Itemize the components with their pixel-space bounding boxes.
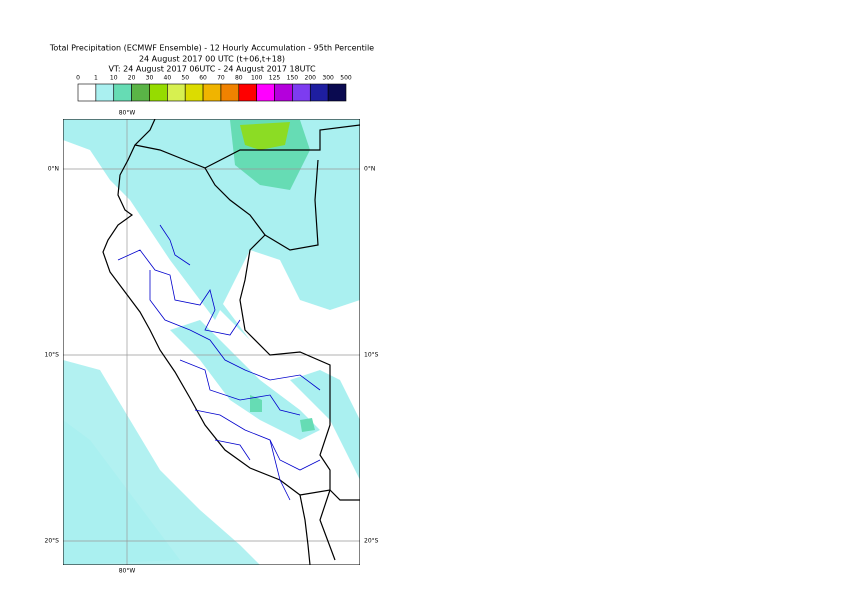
lat-label: 20°S xyxy=(45,538,60,545)
legend-swatch xyxy=(113,83,132,102)
lat-label: 10°S xyxy=(45,352,60,359)
legend-label: 20 xyxy=(128,75,136,82)
map-tick-labels: 0°N 0°N 10°S 10°S 20°S 20°S 80°W 80°W xyxy=(45,110,379,575)
legend-label: 60 xyxy=(199,75,207,82)
legend-swatch xyxy=(77,83,97,102)
map-area xyxy=(63,119,360,565)
legend-label: 30 xyxy=(146,75,154,82)
title-line: VT: 24 August 2017 06UTC - 24 August 201… xyxy=(108,65,316,74)
title-line: 24 August 2017 00 UTC (t+06,t+18) xyxy=(139,55,285,64)
legend-swatch xyxy=(131,83,150,102)
legend-swatch xyxy=(327,83,347,102)
legend-label: 70 xyxy=(217,75,225,82)
lat-label: 10°S xyxy=(364,352,379,359)
legend-label: 50 xyxy=(181,75,189,82)
legend-swatch xyxy=(220,83,240,102)
legend-label: 125 xyxy=(269,75,281,82)
legend-swatch xyxy=(167,83,186,102)
lon-label: 80°W xyxy=(119,568,136,575)
legend-swatch xyxy=(256,83,275,102)
legend-label: 0 xyxy=(76,75,80,82)
legend-swatch xyxy=(309,83,329,102)
legend-label: 200 xyxy=(305,75,317,82)
lat-label: 0°N xyxy=(48,166,59,173)
legend-swatch xyxy=(95,83,115,102)
legend-swatch xyxy=(292,83,311,102)
title-line: Total Precipitation (ECMWF Ensemble) - 1… xyxy=(49,44,374,53)
legend-label: 80 xyxy=(235,75,243,82)
legend-label: 150 xyxy=(287,75,299,82)
legend-swatch xyxy=(149,83,168,102)
lat-label: 20°S xyxy=(364,538,379,545)
legend-label: 500 xyxy=(340,75,352,82)
legend-swatch xyxy=(238,83,257,102)
legend-swatch xyxy=(274,83,293,102)
legend-label: 10 xyxy=(110,75,118,82)
lon-label: 80°W xyxy=(119,110,136,117)
legend: 0 1 10 20 30 40 50 60 70 80 100 125 150 200 300 500 xyxy=(76,75,352,102)
legend-label: 100 xyxy=(251,75,263,82)
lat-label: 0°N xyxy=(364,166,375,173)
legend-swatch xyxy=(202,83,222,102)
legend-label: 40 xyxy=(164,75,172,82)
legend-label: 300 xyxy=(322,75,334,82)
legend-swatch xyxy=(184,83,204,102)
legend-label: 1 xyxy=(94,75,98,82)
